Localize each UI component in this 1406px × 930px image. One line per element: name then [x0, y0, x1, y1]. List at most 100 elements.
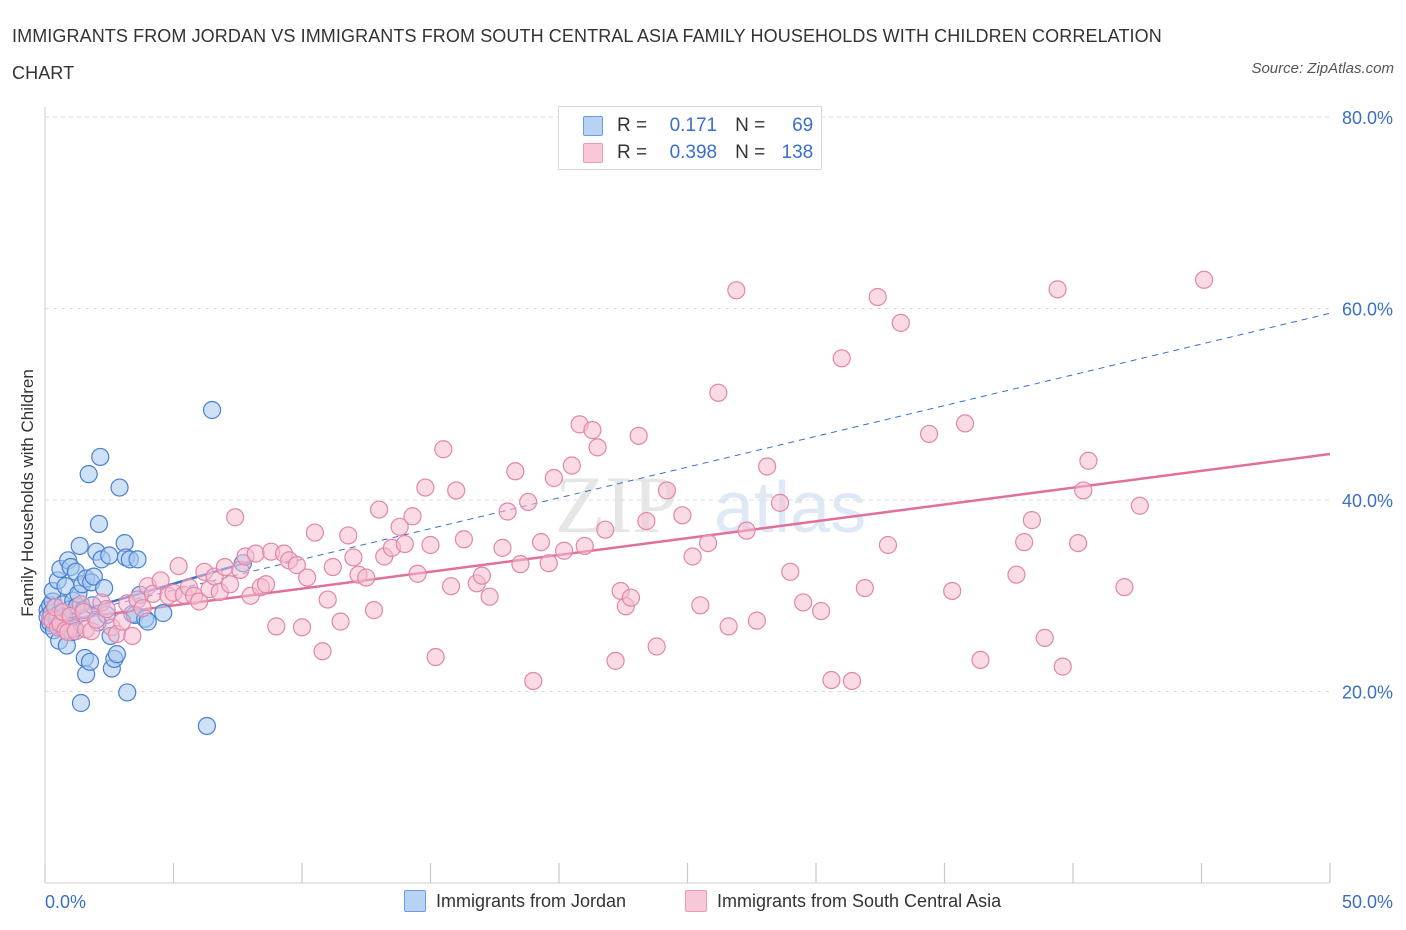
- sca-point: [123, 626, 142, 646]
- sca-point: [298, 568, 317, 587]
- sca-point: [447, 481, 466, 500]
- sca-point: [519, 492, 538, 512]
- x-tick-label: 0.0%: [45, 892, 86, 912]
- jordan-point: [89, 514, 109, 534]
- sca-point: [370, 500, 389, 519]
- jordan-point: [202, 400, 222, 420]
- y-tick-label: 80.0%: [1342, 108, 1393, 128]
- sca-point: [855, 578, 874, 598]
- sca-point: [955, 414, 975, 433]
- sca-point: [1115, 578, 1134, 597]
- axes: [44, 107, 1331, 884]
- sca-point: [395, 534, 414, 554]
- bottom-legend-label-sca: Immigrants from South Central Asia: [717, 890, 1002, 911]
- legend-n-value-jordan: 69: [792, 115, 814, 136]
- sca-point: [621, 588, 641, 607]
- sca-point: [1007, 565, 1026, 584]
- source-label: Source: ZipAtlas.com: [1251, 60, 1394, 77]
- sca-point: [190, 592, 209, 611]
- sca-point: [344, 548, 363, 567]
- sca-point: [683, 547, 702, 566]
- sca-point: [441, 577, 461, 596]
- jordan-point: [70, 536, 89, 556]
- watermark-atlas: atlas: [714, 468, 866, 548]
- sca-point: [737, 521, 756, 540]
- sca-point: [1069, 533, 1088, 553]
- sca-point: [403, 507, 422, 526]
- sca-point: [709, 383, 728, 402]
- sca-point: [226, 508, 245, 527]
- legend-r-value-jordan: 0.171: [669, 115, 718, 136]
- legend-n-label: N =: [735, 115, 766, 136]
- sca-point: [539, 554, 558, 573]
- tick-labels: 20.0% 40.0% 60.0% 80.0% 0.0% 50.0%: [45, 108, 1393, 912]
- sca-point: [943, 581, 962, 601]
- jordan-point: [107, 645, 127, 664]
- legend-swatch-jordan: [583, 116, 603, 136]
- sca-point: [647, 637, 666, 656]
- sca-point: [1074, 481, 1093, 500]
- sca-point: [1015, 533, 1034, 552]
- sca-point: [220, 575, 240, 594]
- sca-point: [305, 523, 324, 542]
- sca-point: [673, 506, 692, 525]
- sca-point: [331, 612, 350, 631]
- jordan-point: [91, 447, 110, 467]
- jordan-point: [197, 716, 217, 736]
- sca-point: [287, 556, 306, 575]
- sca-point: [434, 440, 453, 459]
- sca-point: [112, 612, 132, 631]
- legend-row-jordan: R = 0.171 N = 69: [583, 113, 813, 139]
- sca-point: [1130, 496, 1149, 515]
- sca-points: [41, 270, 1214, 691]
- jordan-point: [79, 465, 98, 484]
- sca-point: [1022, 511, 1041, 530]
- sca-point: [719, 617, 738, 636]
- sca-point: [323, 557, 342, 577]
- sca-point: [770, 493, 790, 512]
- sca-point: [588, 438, 607, 457]
- legend-n-value-sca: 138: [781, 142, 814, 163]
- jordan-point: [118, 683, 137, 702]
- sca-point: [472, 566, 491, 585]
- sca-point: [524, 671, 543, 691]
- sca-point: [583, 421, 602, 440]
- legend-n-label: N =: [735, 142, 766, 163]
- sca-point: [292, 618, 312, 637]
- sca-point: [629, 426, 648, 445]
- sca-point: [421, 535, 440, 555]
- sca-point: [480, 587, 499, 606]
- sca-point: [1053, 657, 1072, 676]
- sca-point: [878, 535, 898, 555]
- gridlines: [45, 116, 1330, 692]
- y-axis-label: Family Households with Children: [18, 369, 37, 617]
- sca-point: [215, 557, 234, 577]
- sca-point: [511, 555, 530, 574]
- sca-point: [357, 568, 376, 587]
- sca-point: [727, 281, 746, 300]
- jordan-point: [110, 478, 129, 497]
- sca-point: [698, 533, 718, 553]
- sca-point: [637, 511, 656, 531]
- sca-point: [1048, 280, 1067, 299]
- legend-row-sca: R = 0.398 N = 138: [583, 140, 813, 166]
- sca-point: [971, 650, 990, 670]
- legend-r-label: R =: [617, 115, 648, 136]
- sca-point: [339, 526, 358, 545]
- sca-point: [891, 313, 910, 332]
- sca-point: [657, 481, 677, 500]
- legend-r-label: R =: [617, 142, 648, 163]
- sca-point: [832, 349, 851, 368]
- jordan-point: [80, 652, 100, 671]
- sca-point: [781, 562, 800, 581]
- sca-point: [555, 541, 574, 560]
- sca-point: [691, 596, 710, 615]
- sca-point: [822, 670, 841, 690]
- sca-point: [267, 617, 286, 636]
- sca-point: [919, 424, 939, 444]
- sca-point: [1035, 628, 1054, 647]
- bottom-legend-sca: Immigrants from South Central Asia: [685, 888, 1001, 914]
- bottom-legend-label-jordan: Immigrants from Jordan: [436, 890, 627, 911]
- y-tick-label: 60.0%: [1342, 300, 1393, 320]
